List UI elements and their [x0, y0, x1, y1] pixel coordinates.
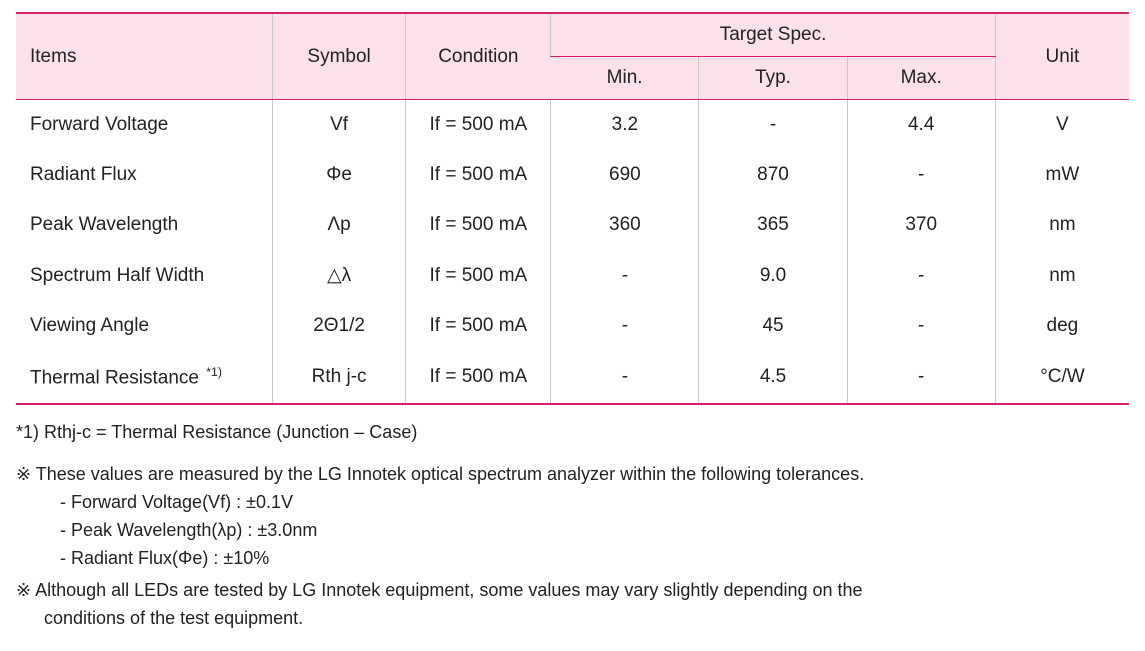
- table-row: Forward VoltageVfIf = 500 mA3.2-4.4V: [16, 100, 1129, 151]
- note-tolerances: ※ These values are measured by the LG In…: [16, 461, 1129, 489]
- col-unit: Unit: [995, 13, 1129, 100]
- cell-min: -: [551, 250, 699, 301]
- cell-max: -: [847, 150, 995, 200]
- cell-item: Peak Wavelength: [16, 200, 272, 250]
- cell-symbol: Vf: [272, 100, 406, 151]
- cell-symbol: △λ: [272, 250, 406, 301]
- cell-min: -: [551, 301, 699, 351]
- table-row: Thermal Resistance *1)Rth j-cIf = 500 mA…: [16, 351, 1129, 404]
- cell-item: Radiant Flux: [16, 150, 272, 200]
- cell-typ: 4.5: [699, 351, 847, 404]
- cell-typ: 870: [699, 150, 847, 200]
- cell-unit: nm: [995, 200, 1129, 250]
- cell-symbol: Rth j-c: [272, 351, 406, 404]
- cell-symbol: Φe: [272, 150, 406, 200]
- cell-item: Spectrum Half Width: [16, 250, 272, 301]
- table-row: Peak WavelengthΛpIf = 500 mA360365370nm: [16, 200, 1129, 250]
- table-row: Viewing Angle2Θ1/2If = 500 mA-45-deg: [16, 301, 1129, 351]
- col-max: Max.: [847, 57, 995, 100]
- note-equipment-b: conditions of the test equipment.: [16, 605, 1129, 633]
- col-min: Min.: [551, 57, 699, 100]
- cell-unit: mW: [995, 150, 1129, 200]
- col-target-spec: Target Spec.: [551, 13, 996, 57]
- table-row: Radiant FluxΦeIf = 500 mA690870-mW: [16, 150, 1129, 200]
- cell-symbol: Λp: [272, 200, 406, 250]
- cell-min: 3.2: [551, 100, 699, 151]
- note-equipment-a: ※ Although all LEDs are tested by LG Inn…: [16, 577, 1129, 605]
- tolerance-lp: - Peak Wavelength(λp) : ±3.0nm: [16, 517, 1129, 545]
- cell-unit: V: [995, 100, 1129, 151]
- cell-condition: If = 500 mA: [406, 250, 551, 301]
- spec-table-header: Items Symbol Condition Target Spec. Unit…: [16, 13, 1129, 100]
- cell-unit: nm: [995, 250, 1129, 301]
- cell-condition: If = 500 mA: [406, 150, 551, 200]
- col-condition: Condition: [406, 13, 551, 100]
- cell-min: 360: [551, 200, 699, 250]
- cell-symbol: 2Θ1/2: [272, 301, 406, 351]
- cell-typ: -: [699, 100, 847, 151]
- cell-item: Thermal Resistance *1): [16, 351, 272, 404]
- col-typ: Typ.: [699, 57, 847, 100]
- table-row: Spectrum Half Width△λIf = 500 mA-9.0-nm: [16, 250, 1129, 301]
- cell-typ: 365: [699, 200, 847, 250]
- cell-min: 690: [551, 150, 699, 200]
- cell-item-sup: *1): [206, 365, 222, 379]
- tolerance-phi: - Radiant Flux(Φe) : ±10%: [16, 545, 1129, 573]
- cell-typ: 45: [699, 301, 847, 351]
- cell-item: Forward Voltage: [16, 100, 272, 151]
- tolerance-vf: - Forward Voltage(Vf) : ±0.1V: [16, 489, 1129, 517]
- cell-max: -: [847, 351, 995, 404]
- cell-max: 370: [847, 200, 995, 250]
- cell-unit: °C/W: [995, 351, 1129, 404]
- spec-table-body: Forward VoltageVfIf = 500 mA3.2-4.4VRadi…: [16, 100, 1129, 405]
- col-symbol: Symbol: [272, 13, 406, 100]
- cell-typ: 9.0: [699, 250, 847, 301]
- col-items: Items: [16, 13, 272, 100]
- cell-condition: If = 500 mA: [406, 301, 551, 351]
- cell-max: -: [847, 250, 995, 301]
- footnotes: *1) Rthj-c = Thermal Resistance (Junctio…: [16, 419, 1129, 632]
- cell-condition: If = 500 mA: [406, 351, 551, 404]
- cell-item: Viewing Angle: [16, 301, 272, 351]
- footnote-1: *1) Rthj-c = Thermal Resistance (Junctio…: [16, 419, 1129, 447]
- cell-unit: deg: [995, 301, 1129, 351]
- cell-condition: If = 500 mA: [406, 100, 551, 151]
- cell-min: -: [551, 351, 699, 404]
- cell-max: -: [847, 301, 995, 351]
- cell-condition: If = 500 mA: [406, 200, 551, 250]
- cell-max: 4.4: [847, 100, 995, 151]
- spec-table: Items Symbol Condition Target Spec. Unit…: [16, 12, 1129, 405]
